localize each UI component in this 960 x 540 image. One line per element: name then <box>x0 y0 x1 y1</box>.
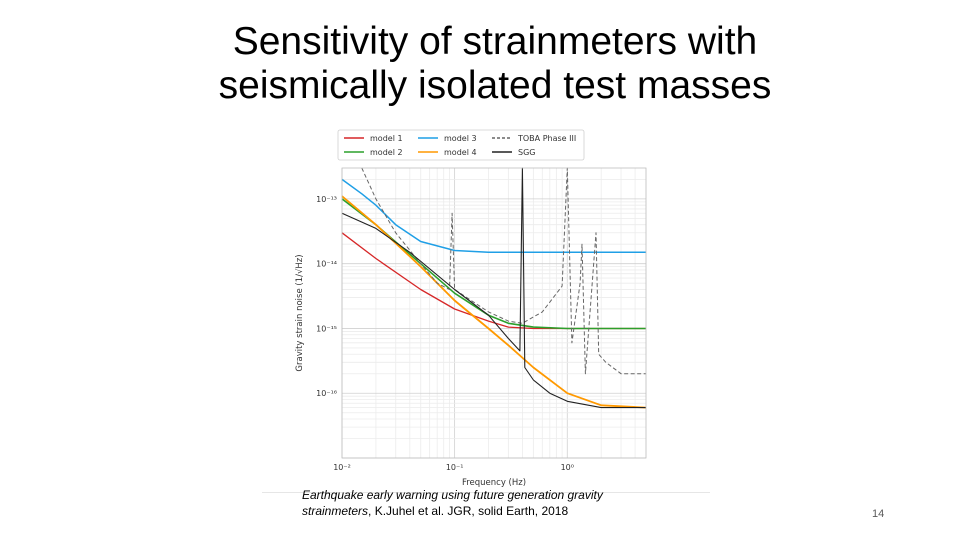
plot-area <box>342 168 646 458</box>
caption-reference-authors: , K.Juhel et al. JGR, solid Earth, 2018 <box>368 504 569 518</box>
legend-label: model 3 <box>444 134 477 143</box>
y-tick-label: 10⁻¹⁶ <box>316 389 337 398</box>
series-line-toba-phase-iii <box>361 167 646 375</box>
legend-label: model 2 <box>370 148 403 157</box>
legend-label: model 1 <box>370 134 403 143</box>
gravity-strain-noise-chart: 10⁻² 10⁻¹ 10⁰ 10⁻¹³ 10⁻¹⁴ 10⁻¹⁵ 10⁻¹⁶ Frequency… <box>295 129 647 488</box>
y-tick-label: 10⁻¹³ <box>316 195 337 204</box>
slide-title-line-1: Sensitivity of strainmeters with <box>232 20 758 63</box>
x-axis-label: Frequency (Hz) <box>462 478 526 488</box>
legend-box <box>337 129 585 161</box>
slide-title-line-2: seismically isolated test masses <box>218 64 772 107</box>
x-tick-label: 10⁻² <box>333 463 351 472</box>
x-tick-label: 10⁰ <box>561 463 574 472</box>
caption-reference-title: Earthquake early warning using future ge… <box>302 488 603 518</box>
page-number: 14 <box>872 508 885 520</box>
plot-frame <box>341 167 647 459</box>
series-line-model-3 <box>341 178 646 254</box>
caption-divider <box>262 492 710 493</box>
legend-label: TOBA Phase III <box>517 134 576 143</box>
series-line-sgg <box>341 167 646 409</box>
figure-caption: Earthquake early warning using future ge… <box>302 487 622 519</box>
x-tick-label: 10⁻¹ <box>446 463 464 472</box>
slide-title: Sensitivity of strainmeters with seismic… <box>0 20 960 108</box>
legend-label: SGG <box>518 148 535 157</box>
legend-label: model 4 <box>444 148 477 157</box>
y-axis-label: Gravity strain noise (1/√Hz) <box>295 254 305 371</box>
series-line-model-4 <box>341 195 647 409</box>
y-tick-label: 10⁻¹⁵ <box>316 324 337 333</box>
y-tick-label: 10⁻¹⁴ <box>316 260 337 269</box>
